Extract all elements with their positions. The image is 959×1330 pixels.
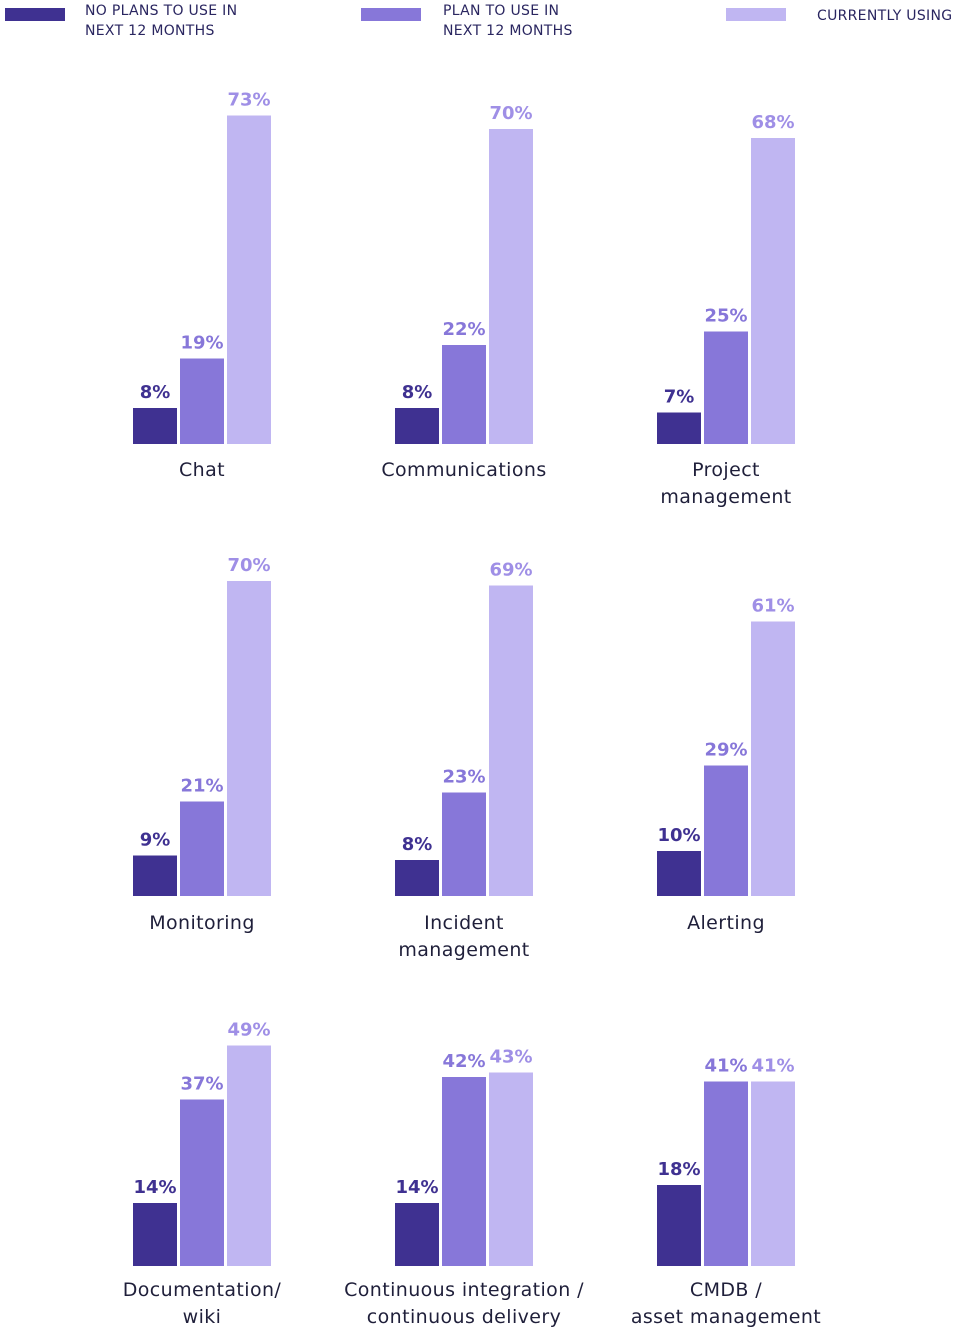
value-label: 68% [751, 112, 794, 133]
value-label: 70% [489, 103, 532, 124]
bar [133, 408, 177, 444]
value-label: 43% [489, 1047, 532, 1068]
bar [704, 765, 748, 896]
panel-title: Communications [381, 459, 547, 481]
panel-title: CMDB / asset management [630, 1279, 822, 1328]
panel-title: Project management [660, 459, 792, 508]
value-label: 8% [402, 382, 433, 403]
value-label: 23% [442, 767, 485, 788]
bar [489, 585, 533, 896]
bar [704, 1081, 748, 1266]
bar [751, 1081, 795, 1266]
legend-label: CURRENTLY USING [817, 8, 953, 24]
value-label: 14% [395, 1177, 438, 1198]
legend-swatch [361, 8, 421, 21]
bar [657, 1185, 701, 1266]
bar [227, 581, 271, 896]
value-label: 49% [227, 1020, 270, 1041]
bar [489, 129, 533, 444]
value-label: 42% [442, 1051, 485, 1072]
bar [180, 1099, 224, 1266]
bar [442, 1077, 486, 1266]
bar [704, 331, 748, 444]
value-label: 18% [657, 1159, 700, 1180]
value-label: 37% [180, 1074, 223, 1095]
bar [133, 1203, 177, 1266]
bar [442, 345, 486, 444]
bar [395, 408, 439, 444]
value-label: 21% [180, 776, 223, 797]
legend-swatch [726, 8, 786, 21]
legend-swatch [5, 8, 65, 21]
bar [751, 138, 795, 444]
panel-title: Incident management [398, 912, 530, 961]
value-label: 7% [664, 387, 695, 408]
value-label: 29% [704, 740, 747, 761]
value-label: 22% [442, 319, 485, 340]
bar [395, 860, 439, 896]
value-label: 8% [402, 834, 433, 855]
bar [657, 851, 701, 896]
bar [180, 801, 224, 896]
value-label: 25% [704, 306, 747, 327]
panel-title: Documentation/ wiki [122, 1279, 282, 1328]
bar [227, 115, 271, 444]
panel-title: Continuous integration / continuous deli… [344, 1279, 584, 1328]
bar [489, 1072, 533, 1266]
bar [395, 1203, 439, 1266]
panel-title: Chat [178, 459, 225, 481]
value-label: 14% [133, 1177, 176, 1198]
bar [657, 412, 701, 444]
bar [442, 792, 486, 896]
bar [180, 358, 224, 444]
value-label: 61% [751, 596, 794, 617]
value-label: 9% [140, 830, 171, 851]
panel-title: Alerting [687, 912, 765, 934]
legend-label: PLAN TO USE IN NEXT 12 MONTHS [443, 3, 573, 39]
value-label: 19% [180, 333, 223, 354]
value-label: 41% [704, 1056, 747, 1077]
bar [133, 855, 177, 896]
value-label: 73% [227, 90, 270, 111]
value-label: 10% [657, 825, 700, 846]
legend-label: NO PLANS TO USE IN NEXT 12 MONTHS [85, 3, 238, 39]
bar [227, 1045, 271, 1266]
panel-title: Monitoring [149, 912, 255, 934]
value-label: 8% [140, 382, 171, 403]
value-label: 41% [751, 1056, 794, 1077]
value-label: 69% [489, 560, 532, 581]
bar [751, 621, 795, 896]
value-label: 70% [227, 555, 270, 576]
